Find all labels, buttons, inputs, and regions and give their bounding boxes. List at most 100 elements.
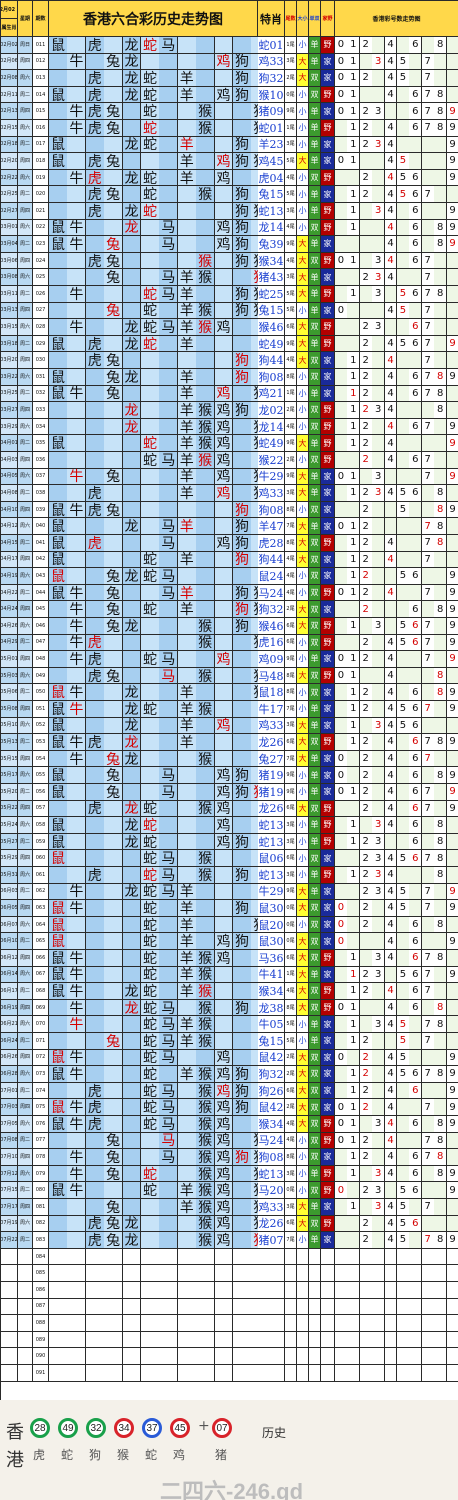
tail-number: 6尾 xyxy=(285,1215,297,1233)
digit-cell: 6 xyxy=(409,750,423,768)
digit-cell xyxy=(335,1215,348,1233)
digit-cell xyxy=(397,269,410,286)
digit-cell xyxy=(421,501,435,519)
digit-cell: 4 xyxy=(384,535,398,552)
zodiac-cell: 兔 xyxy=(104,468,124,486)
zodiac-cell xyxy=(214,750,234,768)
digit-cell xyxy=(434,1248,448,1266)
digit-cell xyxy=(347,269,361,286)
result-ball-zodiac: 蛇 xyxy=(61,1448,74,1462)
zodiac-cell: 蛇 xyxy=(141,933,160,950)
home-value: 家 xyxy=(321,385,335,403)
digit-cell: 1 xyxy=(347,352,361,369)
zodiac-cell: 马 xyxy=(159,269,179,286)
size-value xyxy=(297,1348,309,1365)
zodiac-cell: 狗 xyxy=(233,1066,252,1083)
digit-cell: 2 xyxy=(359,352,373,369)
digit-cell: 4 xyxy=(384,867,398,884)
zodiac-cell xyxy=(233,734,252,751)
zodiac-cell: 蛇 xyxy=(141,800,160,818)
digit-cell xyxy=(397,1116,410,1133)
digit-cell xyxy=(397,369,410,386)
digit-cell xyxy=(384,966,398,984)
digit-cell xyxy=(421,1248,435,1266)
special-zodiac: 猴34 xyxy=(258,983,285,1000)
digit-cell: 1 xyxy=(347,734,361,751)
tail-number: 2尾 xyxy=(285,70,297,87)
row-week: 周二 xyxy=(18,385,33,403)
digit-cell xyxy=(421,717,435,735)
digit-cell: 3 xyxy=(372,867,386,884)
zodiac-cell xyxy=(196,37,216,54)
row-issue: 073 xyxy=(33,1066,49,1083)
zodiac-cell xyxy=(67,667,87,685)
home-value: 野 xyxy=(321,817,335,834)
zodiac-cell: 鼠 xyxy=(49,86,68,104)
digit-cell: 6 xyxy=(409,734,423,751)
zodiac-cell xyxy=(214,734,234,751)
zodiac-cell: 马 xyxy=(159,651,179,668)
special-zodiac: 蛇13 xyxy=(258,203,285,220)
zodiac-cell: 羊 xyxy=(177,286,197,303)
zodiac-cell xyxy=(177,37,197,54)
special-zodiac: 狗08 xyxy=(258,369,285,386)
home-value: 野 xyxy=(321,1116,335,1133)
digit-cell: 7 xyxy=(421,1066,435,1083)
digit-cell xyxy=(421,219,435,237)
digit-cell xyxy=(359,53,373,71)
digit-cell: 6 xyxy=(409,784,423,801)
zodiac-cell: 鸡 xyxy=(214,833,234,851)
digit-cell: 5 xyxy=(397,1066,410,1083)
digit-cell: 7 xyxy=(421,883,435,901)
digit-cell xyxy=(434,302,448,320)
zodiac-cell: 牛 xyxy=(67,1182,87,1199)
oddeven-value: 双 xyxy=(309,1099,321,1116)
size-value: 小 xyxy=(297,684,309,701)
zodiac-cell: 兔 xyxy=(104,269,124,286)
home-value: 家 xyxy=(321,1016,335,1033)
special-zodiac: 猴46 xyxy=(258,618,285,635)
zodiac-cell: 羊 xyxy=(177,601,197,618)
zodiac-cell: 羊 xyxy=(177,153,197,170)
digit-cell xyxy=(434,966,448,984)
row-week xyxy=(18,1248,33,1266)
digit-cell xyxy=(446,1149,458,1166)
zodiac-cell xyxy=(104,833,124,851)
digit-cell: 2 xyxy=(359,452,373,469)
oddeven-value: 单 xyxy=(309,1232,321,1249)
result-ball-zodiac: 猴 xyxy=(117,1448,130,1462)
digit-cell: 1 xyxy=(347,369,361,386)
row-date xyxy=(1,1348,18,1365)
digit-cell xyxy=(347,634,361,652)
row-issue: 059 xyxy=(33,833,49,851)
row-week: 周四 xyxy=(18,402,33,419)
digit-cell: 7 xyxy=(421,651,435,668)
digit-cell xyxy=(409,302,423,320)
digit-cell xyxy=(434,269,448,286)
zodiac-cell: 牛 xyxy=(67,950,87,967)
zodiac-cell xyxy=(49,1265,68,1282)
oddeven-value: 双 xyxy=(309,1215,321,1233)
zodiac-cell xyxy=(177,1149,197,1166)
digit-cell xyxy=(434,136,448,154)
digit-cell: 4 xyxy=(384,1066,398,1083)
digit-cell: 3 xyxy=(372,1116,386,1133)
zodiac-cell: 虎 xyxy=(85,651,105,668)
zodiac-cell xyxy=(141,1265,160,1282)
digit-cell xyxy=(434,418,448,436)
zodiac-cell: 兔 xyxy=(104,252,124,270)
digit-cell xyxy=(347,236,361,253)
zodiac-cell: 鼠 xyxy=(49,900,68,917)
home-value: 家 xyxy=(321,966,335,984)
digit-cell: 8 xyxy=(434,850,448,867)
zodiac-cell xyxy=(177,1165,197,1183)
digit-cell: 8 xyxy=(434,485,448,502)
zodiac-cell: 兔 xyxy=(104,103,124,120)
home-value: 家 xyxy=(321,701,335,718)
digit-cell xyxy=(397,1282,410,1299)
digit-cell: 7 xyxy=(421,70,435,87)
digit-cell xyxy=(372,120,386,137)
row-week: 周六 xyxy=(18,817,33,834)
zodiac-cell: 狗 xyxy=(233,1099,252,1116)
digit-cell xyxy=(372,701,386,718)
